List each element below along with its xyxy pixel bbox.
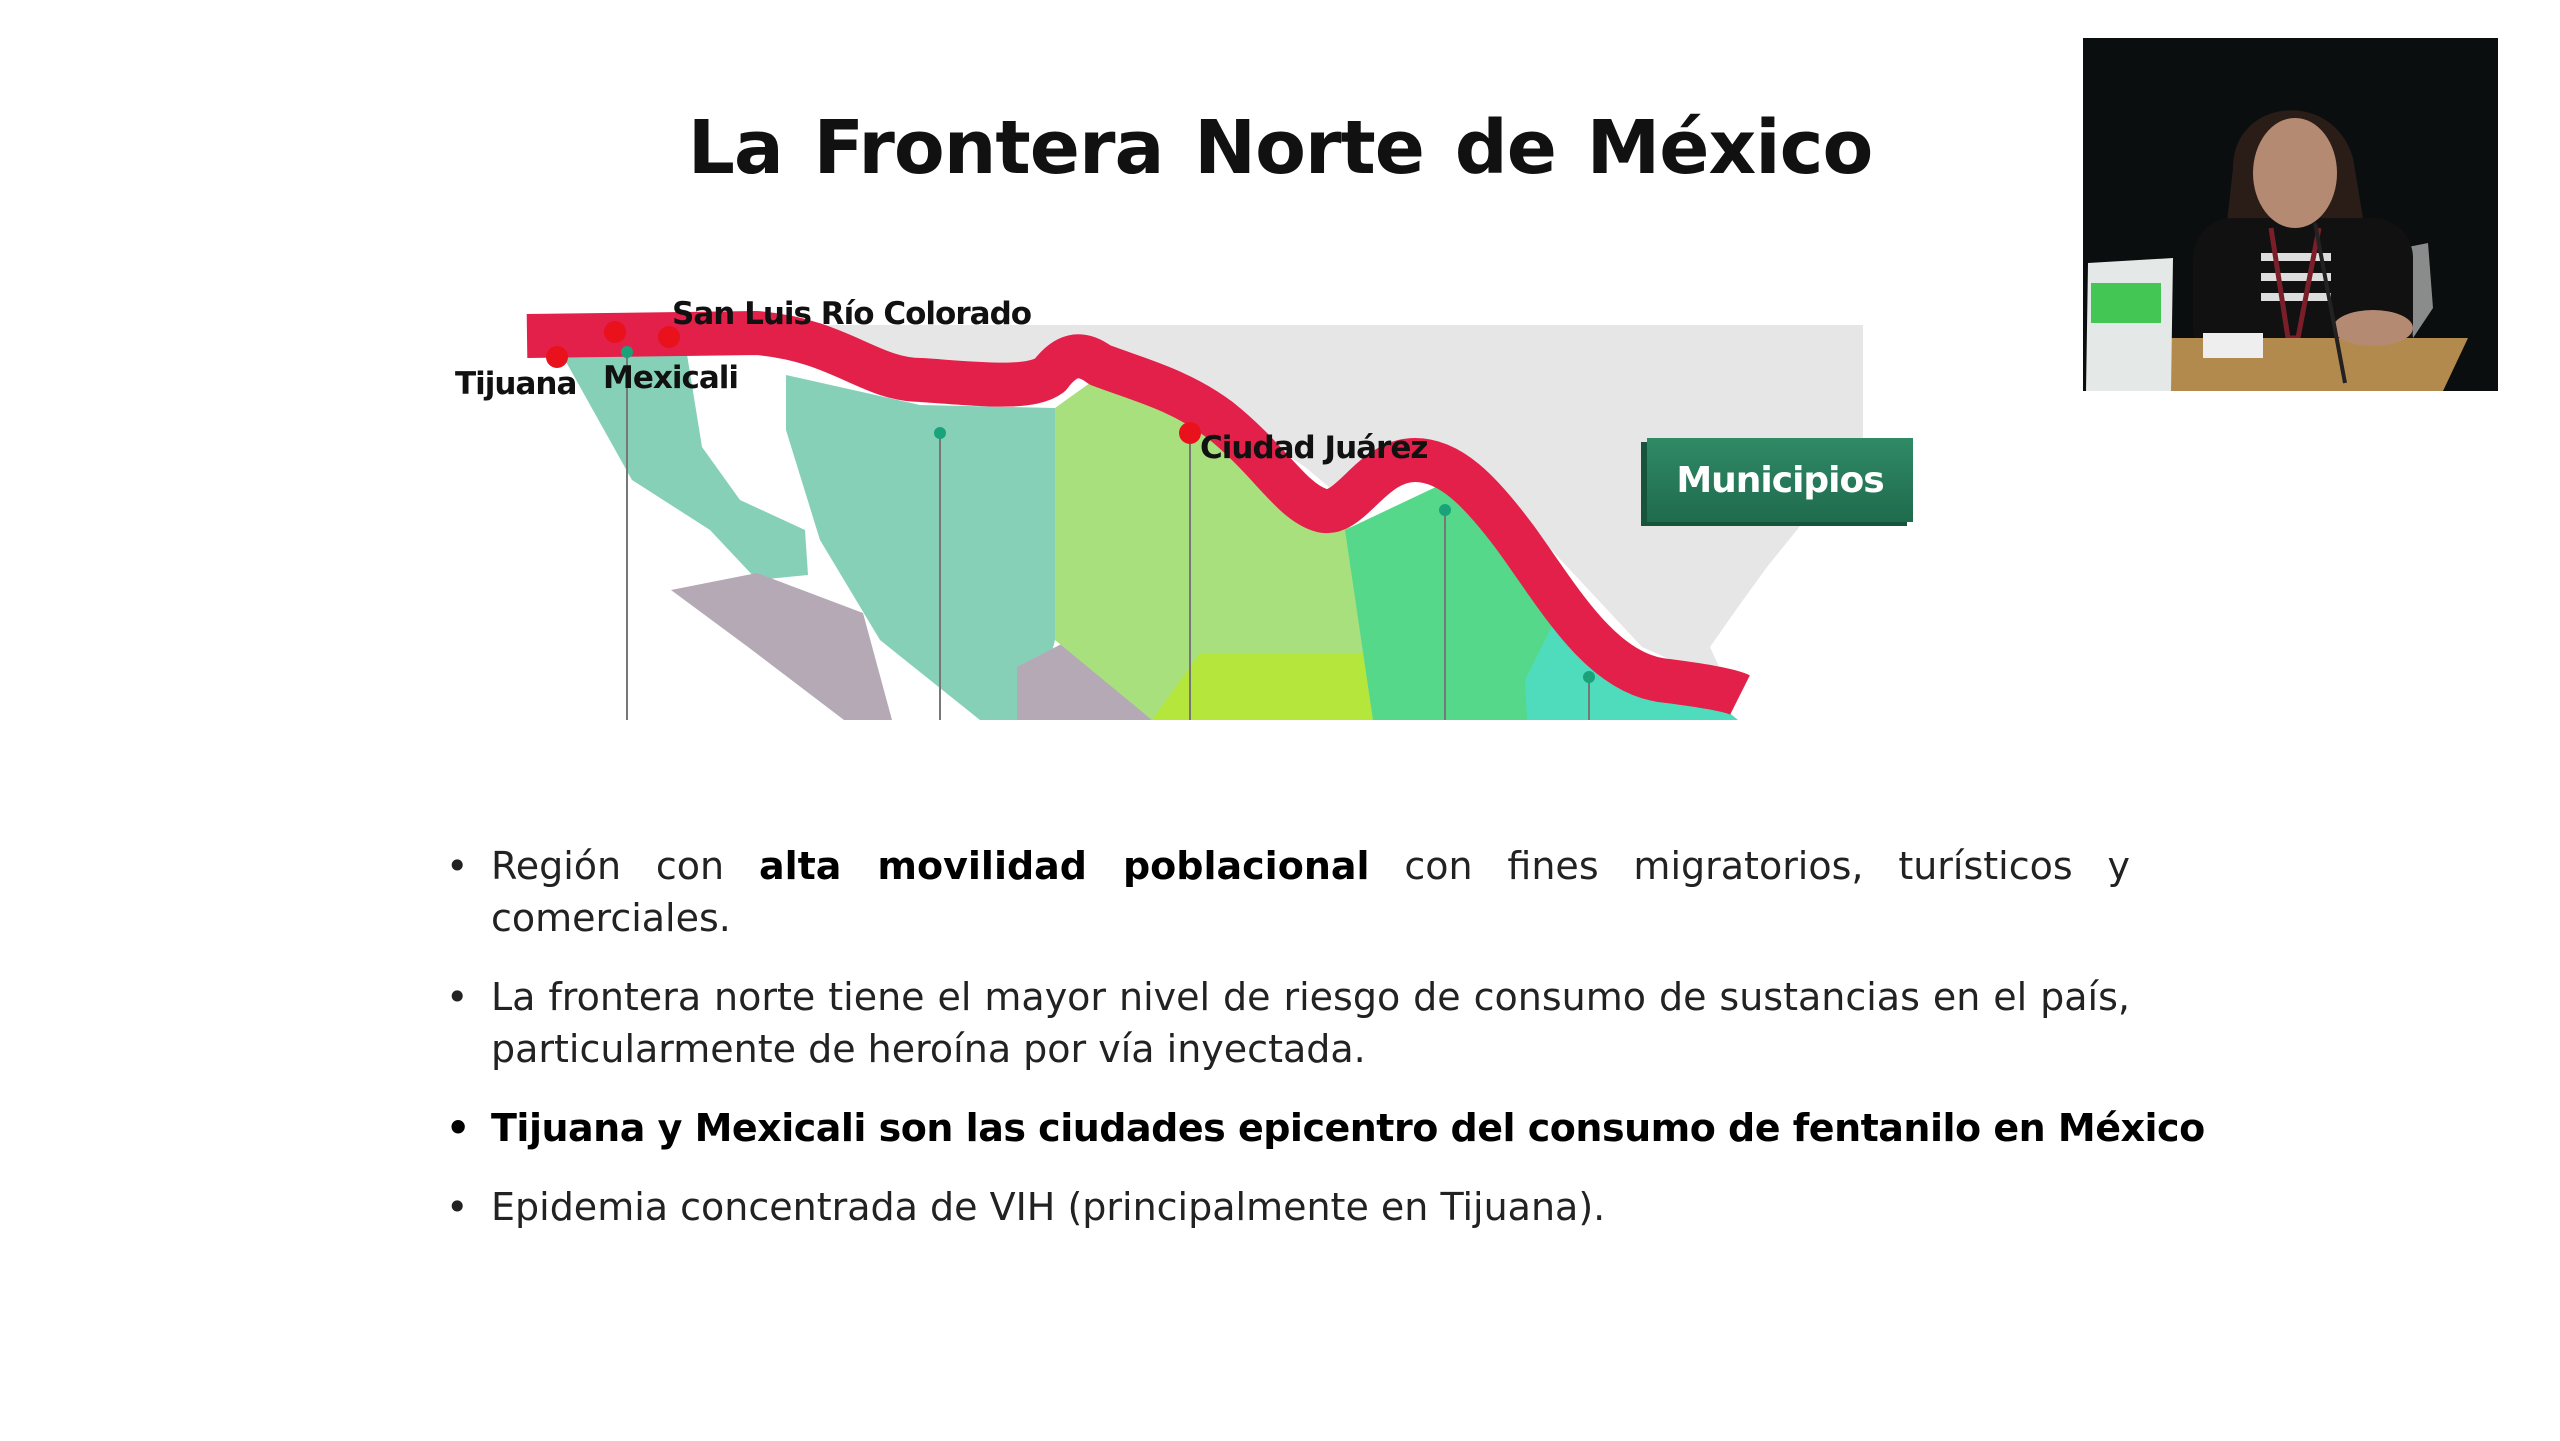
city-label-san-luis-rio-colorado: San Luis Río Colorado bbox=[672, 296, 1032, 332]
bullet-item: • La frontera norte tiene el mayor nivel … bbox=[446, 971, 2130, 1075]
slide-title: La Frontera Norte de México bbox=[687, 105, 1874, 191]
border-map bbox=[526, 311, 1863, 720]
us-land bbox=[527, 325, 1863, 690]
city-dot-tijuana bbox=[546, 346, 568, 368]
city-dot-san-luis bbox=[658, 326, 680, 348]
city-label-mexicali: Mexicali bbox=[603, 360, 739, 396]
border-band bbox=[526, 311, 1750, 716]
bullet-item: • Epidemia concentrada de VIH (principalm… bbox=[446, 1181, 2130, 1233]
speaker-video-feed bbox=[2083, 38, 2498, 391]
region-sinaloa bbox=[671, 573, 892, 720]
city-dots bbox=[546, 321, 1201, 444]
bullet-icon: • bbox=[446, 844, 469, 888]
bullet-item: • Tijuana y Mexicali son las ciudades epi… bbox=[446, 1102, 2205, 1154]
speaker-video-image bbox=[2083, 38, 2498, 391]
municipio-pins bbox=[621, 346, 1595, 720]
bullet-icon: • bbox=[446, 1185, 469, 1229]
region-durango bbox=[1152, 653, 1373, 720]
bullet-item: • Región con alta movilidad poblacional c… bbox=[446, 840, 2130, 944]
region-chihuahua bbox=[1055, 380, 1375, 720]
city-label-ciudad-juarez: Ciudad Juárez bbox=[1200, 430, 1428, 466]
region-sonora bbox=[786, 375, 1055, 720]
region-baja-california bbox=[550, 342, 808, 580]
bullet-icon: • bbox=[446, 1106, 470, 1150]
bullet-list: • Región con alta movilidad poblacional c… bbox=[446, 840, 2205, 1260]
region-purple-2 bbox=[1017, 637, 1152, 720]
bullet-icon: • bbox=[446, 975, 469, 1019]
city-dot-ciudad-juarez bbox=[1179, 422, 1201, 444]
municipios-badge: Municipios bbox=[1647, 438, 1913, 522]
city-label-tijuana: Tijuana bbox=[455, 366, 577, 402]
city-dot-mexicali bbox=[604, 321, 626, 343]
